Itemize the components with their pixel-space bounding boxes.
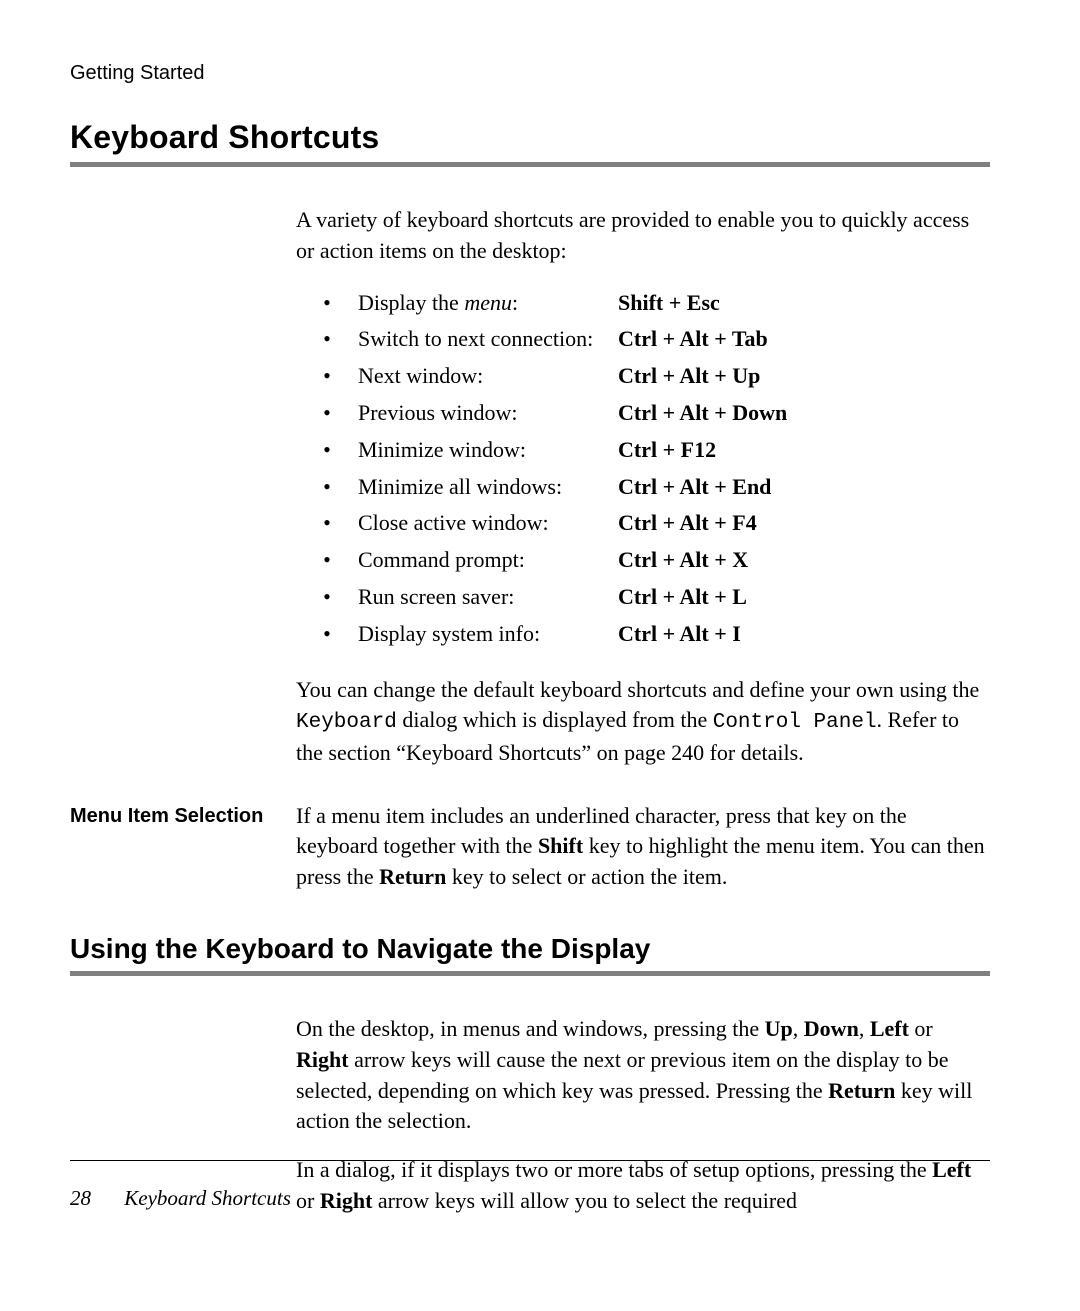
subsection-body: If a menu item includes an underlined ch…	[296, 801, 990, 893]
shortcut-key: Ctrl + Alt + L	[618, 582, 747, 613]
shortcut-row: • Run screen saver: Ctrl + Alt + L	[296, 579, 990, 616]
section-title-navigate: Using the Keyboard to Navigate the Displ…	[70, 933, 990, 965]
shortcut-label: Display the menu:	[358, 288, 618, 319]
shortcut-label: Next window:	[358, 361, 618, 392]
section1-body: A variety of keyboard shortcuts are prov…	[296, 205, 990, 769]
intro-paragraph: A variety of keyboard shortcuts are prov…	[296, 205, 990, 267]
shortcut-label: Previous window:	[358, 398, 618, 429]
bullet-icon: •	[296, 324, 358, 355]
shortcut-label: Minimize all windows:	[358, 472, 618, 503]
shortcut-row: • Close active window: Ctrl + Alt + F4	[296, 505, 990, 542]
bullet-icon: •	[296, 508, 358, 539]
section2-body: On the desktop, in menus and windows, pr…	[296, 1014, 990, 1217]
shortcut-label: Minimize window:	[358, 435, 618, 466]
shortcut-key: Ctrl + Alt + Up	[618, 361, 760, 392]
shortcut-row: • Previous window: Ctrl + Alt + Down	[296, 395, 990, 432]
footer: 28 Keyboard Shortcuts	[70, 1186, 291, 1211]
section-rule	[70, 162, 990, 167]
shortcut-label: Run screen saver:	[358, 582, 618, 613]
shortcut-key: Ctrl + Alt + F4	[618, 508, 757, 539]
bullet-icon: •	[296, 361, 358, 392]
shortcut-label: Command prompt:	[358, 545, 618, 576]
shortcut-row: • Display the menu: Shift + Esc	[296, 285, 990, 322]
page-number: 28	[70, 1186, 91, 1210]
bullet-icon: •	[296, 435, 358, 466]
nav-paragraph-2: In a dialog, if it displays two or more …	[296, 1155, 990, 1217]
shortcut-row: • Display system info: Ctrl + Alt + I	[296, 616, 990, 653]
section-rule	[70, 971, 990, 976]
shortcut-key: Ctrl + Alt + Down	[618, 398, 787, 429]
shortcut-row: • Switch to next connection: Ctrl + Alt …	[296, 321, 990, 358]
bullet-icon: •	[296, 472, 358, 503]
shortcut-row: • Minimize all windows: Ctrl + Alt + End	[296, 469, 990, 506]
shortcut-row: • Minimize window: Ctrl + F12	[296, 432, 990, 469]
shortcut-key: Ctrl + Alt + I	[618, 619, 741, 650]
bullet-icon: •	[296, 545, 358, 576]
footer-rule	[70, 1160, 990, 1161]
bullet-icon: •	[296, 582, 358, 613]
shortcut-row: • Next window: Ctrl + Alt + Up	[296, 358, 990, 395]
shortcut-key: Ctrl + F12	[618, 435, 716, 466]
bullet-icon: •	[296, 398, 358, 429]
section-title-shortcuts: Keyboard Shortcuts	[70, 119, 990, 156]
bullet-icon: •	[296, 288, 358, 319]
shortcut-list: • Display the menu: Shift + Esc • Switch…	[296, 285, 990, 653]
footer-title: Keyboard Shortcuts	[124, 1186, 291, 1210]
shortcut-key: Ctrl + Alt + X	[618, 545, 748, 576]
shortcut-row: • Command prompt: Ctrl + Alt + X	[296, 542, 990, 579]
shortcut-key: Shift + Esc	[618, 288, 720, 319]
subsection-label: Menu Item Selection	[70, 801, 296, 828]
shortcut-label: Switch to next connection:	[358, 324, 618, 355]
nav-paragraph-1: On the desktop, in menus and windows, pr…	[296, 1014, 990, 1137]
running-head: Getting Started	[70, 62, 990, 85]
shortcut-label: Close active window:	[358, 508, 618, 539]
bullet-icon: •	[296, 619, 358, 650]
shortcut-key: Ctrl + Alt + Tab	[618, 324, 768, 355]
menu-item-selection-row: Menu Item Selection If a menu item inclu…	[70, 801, 990, 893]
shortcut-key: Ctrl + Alt + End	[618, 472, 771, 503]
change-defaults-paragraph: You can change the default keyboard shor…	[296, 675, 990, 769]
shortcut-label: Display system info:	[358, 619, 618, 650]
page: Getting Started Keyboard Shortcuts A var…	[0, 0, 1080, 1311]
